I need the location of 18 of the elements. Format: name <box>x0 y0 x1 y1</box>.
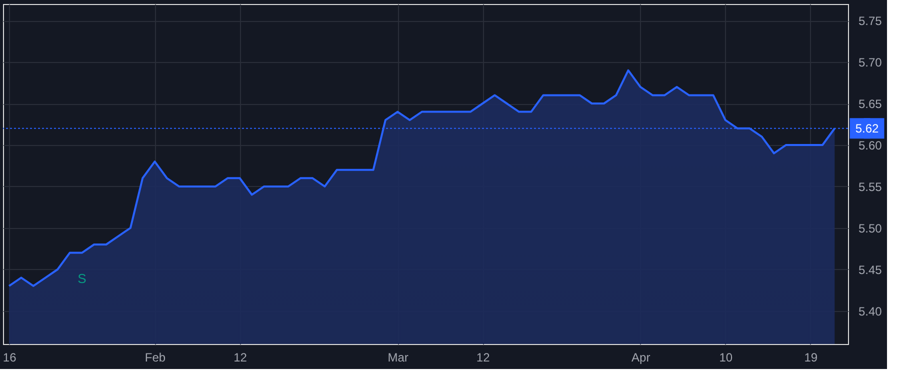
y-tick-label: 5.75 <box>858 14 882 28</box>
x-tick-label: 16 <box>2 350 17 364</box>
y-tick-label: 5.45 <box>858 262 882 277</box>
x-tick-label: Feb <box>144 350 166 364</box>
annotation: S <box>78 270 87 286</box>
x-tick-label: 10 <box>719 350 733 364</box>
ref-line-label: 5.62 <box>855 121 879 136</box>
x-tick-label: 12 <box>476 350 490 364</box>
y-tick-label: 5.65 <box>858 97 882 112</box>
y-tick-label: 5.60 <box>858 138 882 152</box>
x-tick-label: 19 <box>804 350 818 364</box>
x-tick-label: Mar <box>388 350 408 364</box>
y-tick-label: 5.50 <box>858 221 882 236</box>
x-tick-label: 12 <box>234 350 248 364</box>
x-tick-label: Apr <box>632 350 650 364</box>
y-tick-label: 5.70 <box>858 56 882 70</box>
y-tick-label: 5.55 <box>858 180 882 194</box>
y-tick-label: 5.40 <box>858 304 882 318</box>
